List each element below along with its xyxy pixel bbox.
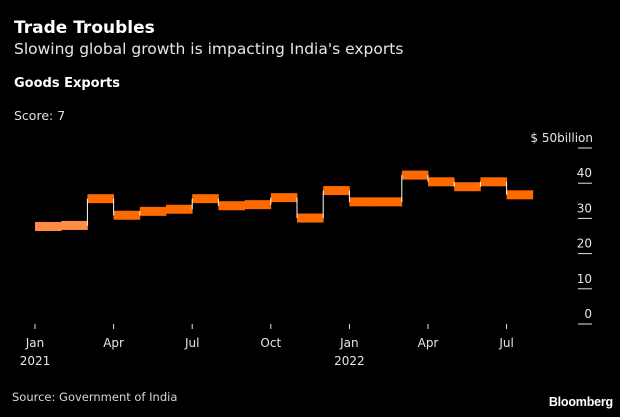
step-bar: [428, 177, 455, 187]
chart-title: Trade Troubles: [14, 18, 155, 38]
step-bar: [87, 194, 114, 204]
y-tick-label: 40: [577, 166, 592, 180]
y-tick-label: 30: [577, 201, 592, 215]
x-tick-year-label: 2022: [334, 354, 365, 368]
x-tick-label: Jul: [498, 336, 513, 350]
chart-subtitle: Slowing global growth is impacting India…: [14, 40, 404, 58]
y-tick-label: 10: [577, 272, 592, 286]
x-tick-year-label: 2021: [20, 354, 51, 368]
x-tick-label: Jul: [184, 336, 199, 350]
step-bar: [113, 210, 141, 220]
step-bar: [297, 213, 324, 223]
step-bar: [375, 197, 403, 207]
x-tick-label: Apr: [103, 336, 124, 350]
x-tick-label: Jan: [25, 336, 45, 350]
x-tick-label: Oct: [260, 336, 281, 350]
source-note: Source: Government of India: [12, 390, 178, 404]
step-bar: [506, 190, 534, 200]
step-bar: [480, 177, 507, 187]
step-bar: [35, 221, 62, 231]
step-bar: [270, 193, 298, 203]
x-axis: Jan 2021 Apr Jul Oct Jan 2022 Apr Jul: [20, 324, 514, 368]
score-label: Score: 7: [14, 108, 66, 123]
x-tick-label: Apr: [418, 336, 439, 350]
step-bar: [139, 206, 167, 216]
step-bar: [454, 182, 481, 192]
step-bar: [323, 186, 350, 196]
section-label: Goods Exports: [14, 76, 120, 91]
step-bar: [244, 200, 272, 210]
connectors-group: [86, 175, 508, 226]
step-bar: [192, 194, 219, 204]
y-tick-label: 20: [577, 237, 592, 251]
step-bar: [61, 220, 88, 230]
step-bar: [401, 170, 429, 180]
step-bar: [349, 197, 376, 207]
y-tick-label: $ 50billion: [530, 131, 593, 145]
y-tick-label: 0: [584, 307, 592, 321]
step-bar: [166, 204, 193, 214]
x-tick-label: Jan: [339, 336, 359, 350]
bloomberg-logo: Bloomberg: [548, 395, 613, 409]
y-axis: 0 10 20 30 40 $ 50billion: [530, 131, 593, 325]
step-bar: [218, 201, 245, 211]
bars-group: [35, 170, 534, 231]
